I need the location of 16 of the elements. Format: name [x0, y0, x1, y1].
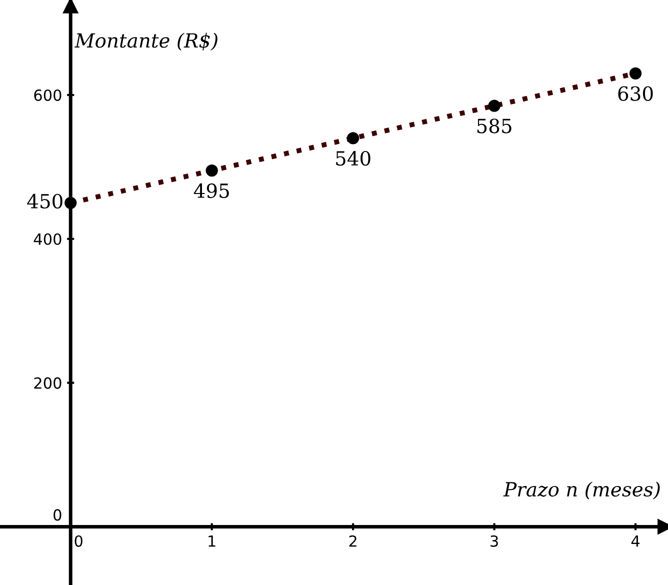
x-tick-label: 1 [208, 536, 216, 547]
y-tick-label: 0 [54, 509, 62, 521]
data-label: 450 [27, 194, 62, 209]
y-axis-title: Montante (R$) [74, 32, 218, 51]
x-tick-label: 4 [631, 536, 640, 547]
y-tick-label: 400 [34, 233, 62, 245]
x-axis-title: Prazo n (meses) [503, 482, 660, 500]
data-label: 630 [618, 86, 653, 101]
y-tick-label: 200 [34, 377, 62, 389]
x-tick-label: 2 [349, 535, 356, 547]
x-tick-label: 3 [490, 535, 498, 547]
data-label: 540 [336, 151, 370, 166]
data-label: 585 [477, 118, 512, 134]
x-tick-label: 0 [74, 535, 82, 547]
data-label: 495 [194, 183, 229, 198]
y-tick-label: 600 [34, 89, 62, 102]
